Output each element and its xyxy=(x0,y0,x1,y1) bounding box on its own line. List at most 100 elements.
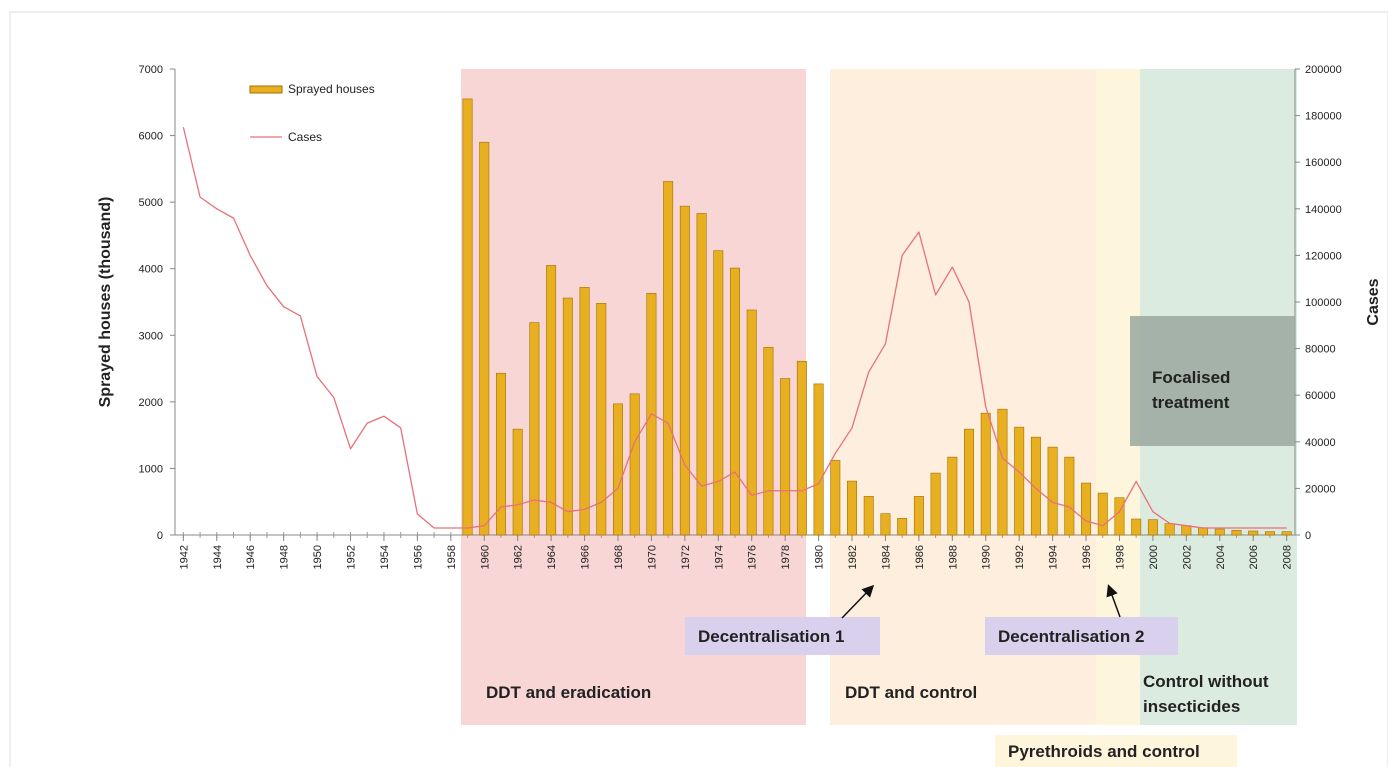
bar xyxy=(613,403,623,536)
annotation: Decentralisation 2 xyxy=(998,627,1144,646)
bar xyxy=(529,322,540,536)
y2-tick-label: 80000 xyxy=(1305,344,1336,356)
bar xyxy=(980,412,991,536)
y2-tick-label: 200000 xyxy=(1305,64,1342,76)
x-tick-label: 2006 xyxy=(1248,545,1260,569)
bar xyxy=(1248,530,1259,536)
bar xyxy=(830,460,841,536)
x-tick-label: 2002 xyxy=(1181,545,1193,569)
annotation: insecticides xyxy=(1143,697,1240,716)
bar xyxy=(562,297,573,536)
annotation: Decentralisation 1 xyxy=(698,627,844,646)
legend-label: Sprayed houses xyxy=(288,82,375,96)
bar xyxy=(512,428,523,536)
x-tick-label: 1962 xyxy=(513,545,525,569)
x-tick-label: 1954 xyxy=(379,545,391,569)
annotation: Focalised xyxy=(1152,368,1230,387)
y2-axis-label: Cases xyxy=(1365,278,1382,325)
bar xyxy=(546,265,557,536)
period-control xyxy=(830,69,1096,725)
y-tick-label: 5000 xyxy=(139,197,163,209)
bar xyxy=(495,372,506,536)
x-tick-label: 1990 xyxy=(981,545,993,569)
y-tick-label: 7000 xyxy=(139,64,163,76)
y-axis-label: Sprayed houses (thousand) xyxy=(97,197,114,408)
y2-tick-label: 100000 xyxy=(1305,297,1342,309)
x-tick-label: 1976 xyxy=(747,545,759,569)
bar xyxy=(1064,456,1075,536)
x-tick-label: 1942 xyxy=(178,545,190,569)
annotation: DDT and eradication xyxy=(486,683,651,702)
bar xyxy=(1030,436,1041,536)
bar xyxy=(1281,531,1292,536)
bar xyxy=(1047,446,1058,536)
x-tick-label: 1998 xyxy=(1114,545,1126,569)
y2-tick-label: 60000 xyxy=(1305,390,1336,402)
bar xyxy=(1131,518,1142,536)
bar xyxy=(679,205,690,536)
bar xyxy=(763,346,774,536)
arrow xyxy=(1106,584,1121,618)
focalised-box xyxy=(1130,316,1295,446)
y-tick-label: 6000 xyxy=(139,131,163,143)
bar xyxy=(663,181,674,536)
x-tick-label: 1950 xyxy=(312,545,324,569)
y-tick-label: 1000 xyxy=(139,463,163,475)
bar xyxy=(479,141,490,536)
bar xyxy=(780,378,791,536)
bar xyxy=(847,480,857,536)
bar xyxy=(1214,528,1225,536)
x-tick-label: 1970 xyxy=(646,545,658,569)
x-tick-label: 2008 xyxy=(1282,545,1294,569)
y-tick-label: 2000 xyxy=(139,397,163,409)
bar xyxy=(997,408,1008,536)
y-tick-label: 3000 xyxy=(139,330,163,342)
decentralisation-box xyxy=(985,617,1178,655)
bar xyxy=(629,393,640,536)
x-tick-label: 1992 xyxy=(1014,545,1026,569)
x-tick-label: 1968 xyxy=(613,545,625,569)
x-tick-label: 1952 xyxy=(346,545,358,569)
bar xyxy=(930,472,941,536)
bar xyxy=(596,303,607,536)
annotation: treatment xyxy=(1152,393,1230,412)
bar xyxy=(1231,530,1242,536)
x-tick-label: 1978 xyxy=(780,545,792,569)
line xyxy=(182,127,1287,529)
x-tick-label: 1994 xyxy=(1048,545,1060,569)
plot: 0 1000 2000 3000 4000 5000 6000 7000 0 20000 40000… xyxy=(139,64,1342,569)
x-tick-label: 1946 xyxy=(245,545,257,569)
bar xyxy=(880,513,891,536)
bar xyxy=(913,496,924,536)
bar xyxy=(1081,482,1092,536)
x-tick-label: 1964 xyxy=(546,545,558,569)
y-tick-label: 0 xyxy=(157,530,163,542)
x-tick-label: 1984 xyxy=(880,545,892,569)
x-tick-label: 1966 xyxy=(580,545,592,569)
y2-tick-label: 0 xyxy=(1305,530,1311,542)
bar xyxy=(696,213,707,536)
bar xyxy=(897,518,908,536)
bar xyxy=(863,496,874,536)
bar xyxy=(1014,426,1025,536)
bar xyxy=(813,383,824,536)
annotation: DDT and control xyxy=(845,683,977,702)
bar xyxy=(964,428,975,536)
x-tick-label: 2004 xyxy=(1215,545,1227,569)
decentralisation-box xyxy=(685,617,880,655)
bar xyxy=(579,287,590,536)
legend-label: Cases xyxy=(288,130,322,144)
bar xyxy=(796,360,807,536)
y2-tick-label: 140000 xyxy=(1305,204,1342,216)
y2-tick-label: 180000 xyxy=(1305,111,1342,123)
x-tick-label: 1944 xyxy=(212,545,224,569)
x-tick-label: 1974 xyxy=(713,545,725,569)
bar xyxy=(1147,519,1158,536)
bar xyxy=(947,456,958,536)
x-tick-label: 1980 xyxy=(814,545,826,569)
y2-tick-label: 120000 xyxy=(1305,250,1342,262)
x-tick-label: 1982 xyxy=(847,545,859,569)
bar xyxy=(730,267,740,536)
x-tick-label: 1960 xyxy=(479,545,491,569)
